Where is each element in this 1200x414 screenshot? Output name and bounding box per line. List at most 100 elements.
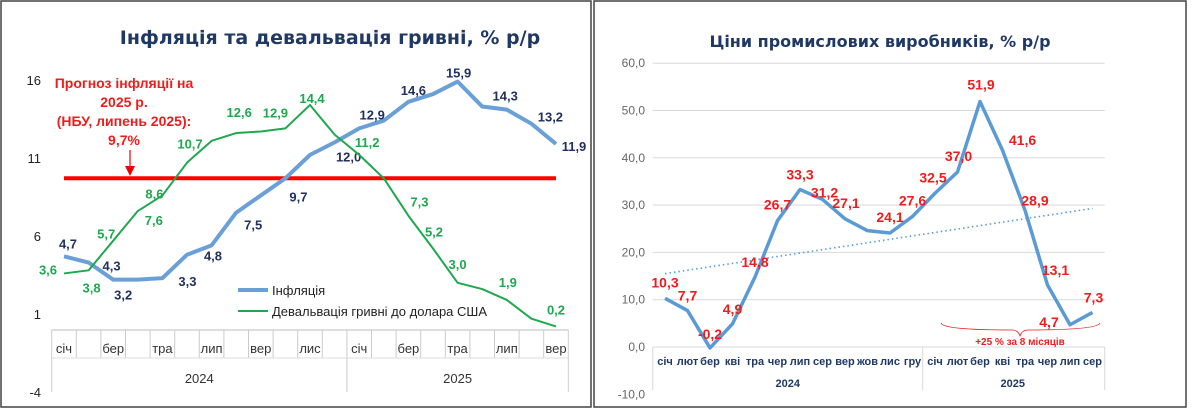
data-label: 27,6 (899, 192, 926, 208)
x-tick-label: жов (856, 356, 878, 368)
data-label: 12,9 (360, 107, 385, 122)
data-label: 12,9 (263, 105, 288, 120)
x-tick-label: лип (201, 341, 223, 356)
x-tick-label: тра (746, 356, 765, 368)
period-brace: +25 % за 8 місяців (940, 322, 1101, 348)
data-label: 13,1 (1042, 262, 1069, 278)
right-chart-title: Ціни промислових виробників, % р/р (709, 32, 1050, 51)
data-label: 3,8 (83, 280, 101, 295)
data-label: 32,5 (919, 169, 946, 185)
data-label: 10,7 (177, 137, 202, 152)
data-label: 14,4 (299, 91, 325, 106)
x-tick-label: січ (56, 341, 72, 356)
y-tick-label: 40,0 (622, 151, 646, 165)
annotation-line: (НБУ, липень 2025): (57, 113, 192, 129)
legend-label-devaluation: Девальвація гривні до долара США (272, 304, 487, 319)
x-tick-label: лис (880, 356, 900, 368)
x-tick-label: бер (700, 356, 720, 368)
data-label: 9,7 (289, 189, 307, 204)
x-tick-label: бер (398, 341, 420, 356)
x-tick-label: вер (250, 341, 271, 356)
y-tick-label: 30,0 (622, 198, 646, 212)
data-label: 5,7 (97, 227, 115, 242)
x-tick-label: бер (970, 356, 990, 368)
data-label: 1,9 (499, 275, 517, 290)
data-label: 11,2 (355, 135, 380, 150)
data-label: 33,3 (786, 166, 813, 182)
year-label: 2024 (185, 371, 214, 386)
data-label: 14,8 (741, 254, 768, 270)
year-label: 2024 (776, 378, 801, 390)
data-label: 3,2 (114, 288, 132, 303)
y-tick-label: 0,0 (628, 340, 645, 354)
data-label: 27,1 (832, 195, 859, 211)
data-label: 31,2 (811, 184, 838, 200)
data-label: 51,9 (967, 77, 994, 93)
x-tick-label: лют (677, 356, 699, 368)
arrow-head-icon (125, 166, 135, 176)
annotation-line: Прогноз інфляції на (55, 75, 194, 91)
x-tick-label: сер (813, 356, 832, 368)
data-label: -0,2 (698, 326, 722, 342)
data-label: 7,3 (410, 195, 428, 210)
x-tick-label: січ (927, 356, 943, 368)
x-tick-label: бер (102, 341, 124, 356)
data-label: 0,2 (547, 302, 565, 317)
x-tick-label: тра (152, 341, 173, 356)
data-label: 24,1 (876, 209, 903, 225)
y-tick-label: 50,0 (622, 104, 646, 118)
year-label: 2025 (1001, 378, 1025, 390)
data-label: 11,9 (562, 139, 587, 154)
x-tick-label: кві (995, 356, 1010, 368)
x-tick-label: вер (545, 341, 566, 356)
data-label: 3,6 (39, 262, 57, 277)
data-label: 4,8 (204, 249, 222, 264)
x-tick-label: січ (351, 341, 367, 356)
x-tick-label: січ (657, 356, 673, 368)
x-tick-label: лют (947, 356, 969, 368)
data-label: 13,2 (538, 110, 563, 125)
brace-label: +25 % за 8 місяців (975, 337, 1065, 348)
legend-label-inflation: Інфляція (272, 283, 325, 298)
x-tick-label: лис (299, 341, 321, 356)
data-label: 37,0 (945, 148, 972, 164)
data-label: 14,3 (493, 89, 518, 104)
brace-icon (940, 322, 1101, 338)
y-tick-label: 6 (34, 229, 41, 244)
left-chart-frame (0, 0, 592, 408)
trendline (664, 207, 1093, 275)
x-tick-label: вер (835, 356, 855, 368)
data-label: 3,3 (178, 274, 196, 289)
legend: Інфляція Девальвація гривні до долара СШ… (238, 283, 487, 319)
x-tick-label: лип (496, 341, 518, 356)
x-tick-label: тра (1016, 356, 1035, 368)
data-label: 10,3 (651, 274, 678, 290)
x-tick-label: лип (790, 356, 810, 368)
data-label: 7,3 (1084, 289, 1104, 305)
data-label: 12,6 (227, 105, 252, 120)
y-tick-label: 16 (27, 73, 41, 88)
y-tick-label: 10,0 (622, 293, 646, 307)
x-tick-label: чер (1038, 356, 1058, 368)
data-label: 3,0 (449, 257, 467, 272)
data-label: 41,6 (1009, 132, 1036, 148)
data-label: 4,7 (1039, 314, 1059, 330)
forecast-annotation: Прогноз інфляції на 2025 р. (НБУ, липень… (55, 75, 194, 176)
left-chart-title: Інфляція та девальвація гривні, % р/р (120, 27, 540, 49)
data-label: 8,6 (145, 186, 163, 201)
data-label: 12,0 (336, 149, 361, 164)
x-tick-label: кві (725, 356, 740, 368)
data-label: 7,5 (244, 218, 262, 233)
x-tick-label: тра (447, 341, 468, 356)
x-tick-label: лип (1060, 356, 1080, 368)
y-tick-label: 60,0 (622, 56, 646, 70)
data-label: 4,7 (59, 236, 77, 251)
data-label: 14,6 (401, 83, 426, 98)
data-label: 7,7 (678, 288, 698, 304)
y-tick-label: -4 (29, 385, 41, 400)
x-tick-label: сер (1083, 356, 1102, 368)
annotation-value: 9,7% (108, 132, 140, 148)
data-label: 4,3 (103, 259, 121, 274)
